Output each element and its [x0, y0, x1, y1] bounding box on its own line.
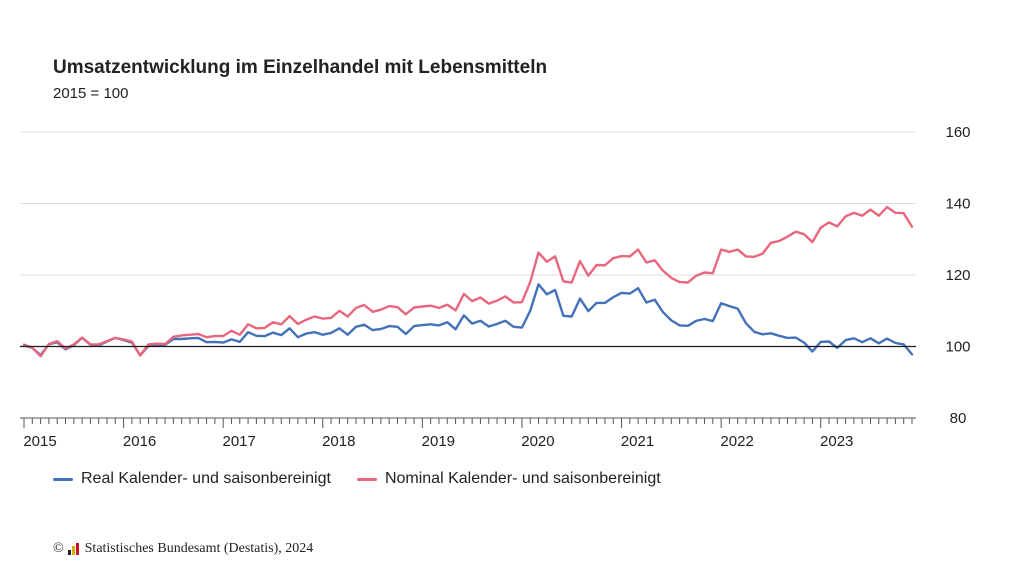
x-tick-label-2017: 2017 — [222, 433, 255, 450]
copyright-symbol: © — [53, 541, 64, 556]
y-tick-label-80: 80 — [950, 410, 967, 427]
legend: Real Kalender- und saisonbereinigt Nomin… — [53, 470, 661, 488]
x-tick-label-2018: 2018 — [322, 433, 355, 450]
destatis-logo-icon — [67, 543, 79, 555]
x-tick-label-2015: 2015 — [23, 433, 56, 450]
legend-swatch-real — [53, 477, 73, 481]
x-tick-label-2019: 2019 — [422, 433, 455, 450]
series-layer — [22, 205, 914, 358]
legend-item-real[interactable]: Real Kalender- und saisonbereinigt — [53, 470, 331, 488]
y-tick-label-120: 120 — [945, 267, 970, 284]
source-text: Statistisches Bundesamt (Destatis), 2024 — [84, 541, 314, 556]
legend-item-nominal[interactable]: Nominal Kalender- und saisonbereinigt — [356, 470, 661, 488]
y-tick-label-140: 140 — [945, 196, 970, 213]
axes: 80 100 120 140 160 2015 2016 2017 2018 2019 2020 20… — [20, 124, 971, 450]
legend-label-nominal: Nominal Kalender- und saisonbereinigt — [384, 470, 661, 487]
legend-swatch-nominal — [356, 477, 377, 481]
x-tick-label-2021: 2021 — [621, 433, 654, 450]
source-footer: © Statistisches Bundesamt (Destatis), 20… — [53, 541, 313, 557]
y-tick-label-100: 100 — [945, 339, 970, 356]
y-tick-label-160: 160 — [945, 124, 970, 141]
chart-title: Umsatzentwicklung im Einzelhandel mit Le… — [53, 57, 548, 78]
x-tick-label-2020: 2020 — [521, 433, 554, 450]
series-line-real — [22, 283, 914, 357]
chart-subtitle: 2015 = 100 — [53, 85, 129, 102]
x-tick-label-2016: 2016 — [123, 433, 156, 450]
x-tick-label-2023: 2023 — [820, 433, 853, 450]
series-line-nominal — [22, 205, 914, 358]
x-tick-label-2022: 2022 — [720, 433, 753, 450]
legend-label-real: Real Kalender- und saisonbereinigt — [81, 470, 331, 487]
